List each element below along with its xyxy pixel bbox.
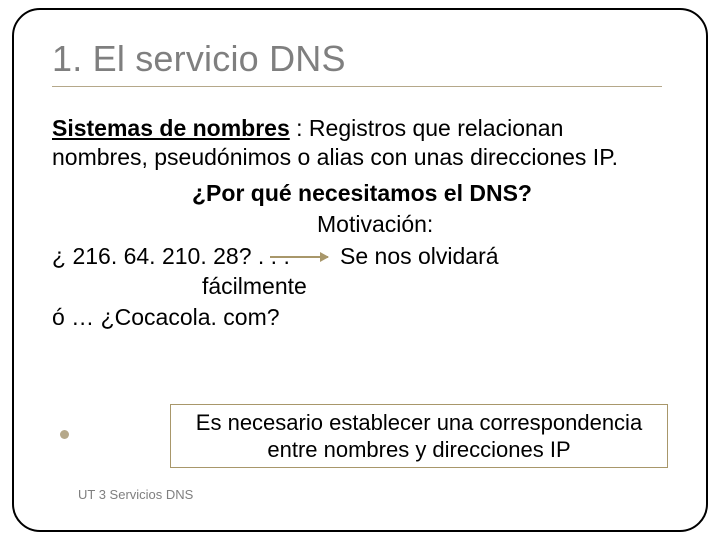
slide-container: 1. El servicio DNS Sistemas de nombres :… [0, 0, 720, 540]
easily-text: fácilmente [52, 272, 662, 301]
ip-example: ¿ 216. 64. 210. 28? . . . [52, 242, 290, 271]
forget-text: Se nos olvidará [340, 242, 499, 271]
arrow-icon [270, 256, 328, 258]
slide-body: Sistemas de nombres : Registros que rela… [52, 114, 662, 333]
slide-title: 1. El servicio DNS [52, 38, 346, 80]
ip-line: ¿ 216. 64. 210. 28? . . . Se nos olvidar… [52, 242, 662, 272]
highlight-box: Es necesario establecer una corresponden… [170, 404, 668, 468]
highlight-box-text: Es necesario establecer una corresponden… [183, 409, 655, 464]
question-line: ¿Por qué necesitamos el DNS? [52, 179, 662, 208]
definition-line: Sistemas de nombres : Registros que rela… [52, 114, 662, 173]
motivation-label: Motivación: [52, 210, 662, 239]
bullet-icon [60, 430, 69, 439]
definition-term: Sistemas de nombres [52, 115, 290, 141]
alternative-text: ó … ¿Cocacola. com? [52, 303, 662, 332]
title-underline [52, 86, 662, 87]
slide-footer: UT 3 Servicios DNS [78, 487, 193, 502]
